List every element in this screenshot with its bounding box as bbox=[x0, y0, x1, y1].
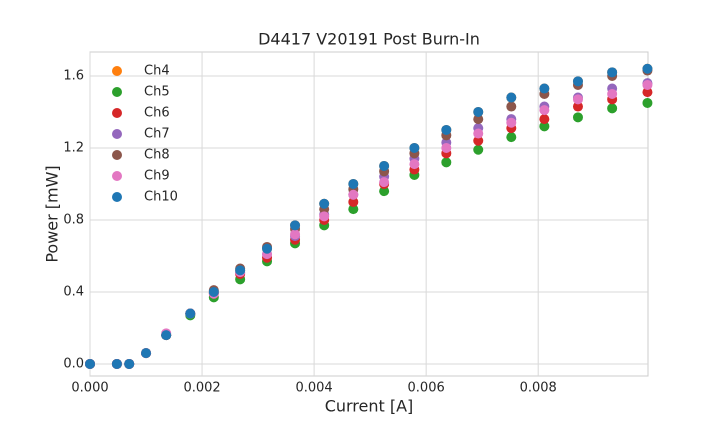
point bbox=[506, 132, 517, 143]
point bbox=[473, 135, 484, 146]
point bbox=[441, 124, 452, 135]
chart-title: D4417 V20191 Post Burn-In bbox=[258, 30, 480, 49]
point bbox=[290, 220, 301, 231]
point bbox=[409, 142, 420, 153]
point bbox=[409, 159, 420, 170]
point bbox=[572, 76, 583, 87]
point bbox=[85, 358, 95, 369]
point bbox=[473, 128, 484, 139]
point bbox=[235, 265, 246, 276]
legend-label: Ch8 bbox=[144, 148, 170, 163]
point bbox=[607, 88, 618, 99]
point bbox=[441, 142, 452, 153]
point bbox=[473, 114, 484, 125]
point bbox=[290, 229, 301, 240]
x-tick-label: 0.004 bbox=[295, 381, 332, 396]
point bbox=[506, 92, 517, 103]
point bbox=[642, 97, 653, 108]
y-axis-label: Power [mW] bbox=[43, 165, 62, 262]
point bbox=[348, 189, 359, 200]
point bbox=[473, 144, 484, 155]
point bbox=[441, 157, 452, 168]
y-tick-label: 0.8 bbox=[63, 212, 84, 227]
plot-area bbox=[89, 51, 649, 377]
y-tick-label: 0.0 bbox=[63, 356, 84, 371]
point bbox=[642, 87, 653, 98]
point bbox=[348, 204, 359, 215]
point bbox=[642, 79, 653, 90]
point bbox=[161, 330, 172, 341]
point bbox=[141, 348, 152, 359]
y-tick-label: 1.6 bbox=[63, 68, 84, 83]
legend-label: Ch9 bbox=[144, 169, 170, 184]
legend-label: Ch7 bbox=[144, 127, 170, 142]
x-tick-label: 0.008 bbox=[520, 381, 557, 396]
legend-label: Ch5 bbox=[144, 85, 170, 100]
point bbox=[379, 177, 390, 188]
legend-label: Ch4 bbox=[144, 64, 170, 79]
point bbox=[642, 63, 653, 74]
legend-marker bbox=[112, 192, 122, 202]
point bbox=[572, 112, 583, 123]
legend-marker bbox=[112, 108, 122, 118]
x-tick-label: 0.000 bbox=[71, 381, 108, 396]
point bbox=[572, 94, 583, 105]
point bbox=[379, 186, 390, 197]
point bbox=[319, 198, 330, 209]
point bbox=[319, 211, 330, 222]
point bbox=[539, 114, 550, 125]
legend-marker bbox=[112, 129, 122, 139]
y-tick-label: 0.4 bbox=[63, 284, 84, 299]
point bbox=[348, 196, 359, 207]
point bbox=[379, 160, 390, 171]
legend-marker bbox=[112, 87, 122, 97]
legend-marker bbox=[112, 150, 122, 160]
legend-label: Ch10 bbox=[144, 190, 178, 205]
point bbox=[124, 358, 135, 369]
point bbox=[539, 83, 550, 94]
point bbox=[572, 101, 583, 112]
point bbox=[111, 358, 122, 369]
point bbox=[607, 103, 618, 114]
point bbox=[506, 117, 517, 128]
point bbox=[539, 105, 550, 116]
point bbox=[473, 106, 484, 117]
point bbox=[185, 308, 196, 319]
y-tick-label: 1.2 bbox=[63, 140, 84, 155]
x-axis-label: Current [A] bbox=[325, 397, 414, 416]
legend-marker bbox=[112, 171, 122, 181]
x-tick-label: 0.006 bbox=[408, 381, 445, 396]
point bbox=[506, 101, 517, 112]
x-tick-label: 0.002 bbox=[183, 381, 220, 396]
legend-marker bbox=[112, 66, 122, 76]
point bbox=[607, 67, 618, 78]
point bbox=[348, 178, 359, 189]
legend-label: Ch6 bbox=[144, 106, 170, 121]
point bbox=[539, 121, 550, 132]
point bbox=[208, 286, 219, 297]
point bbox=[262, 243, 273, 254]
